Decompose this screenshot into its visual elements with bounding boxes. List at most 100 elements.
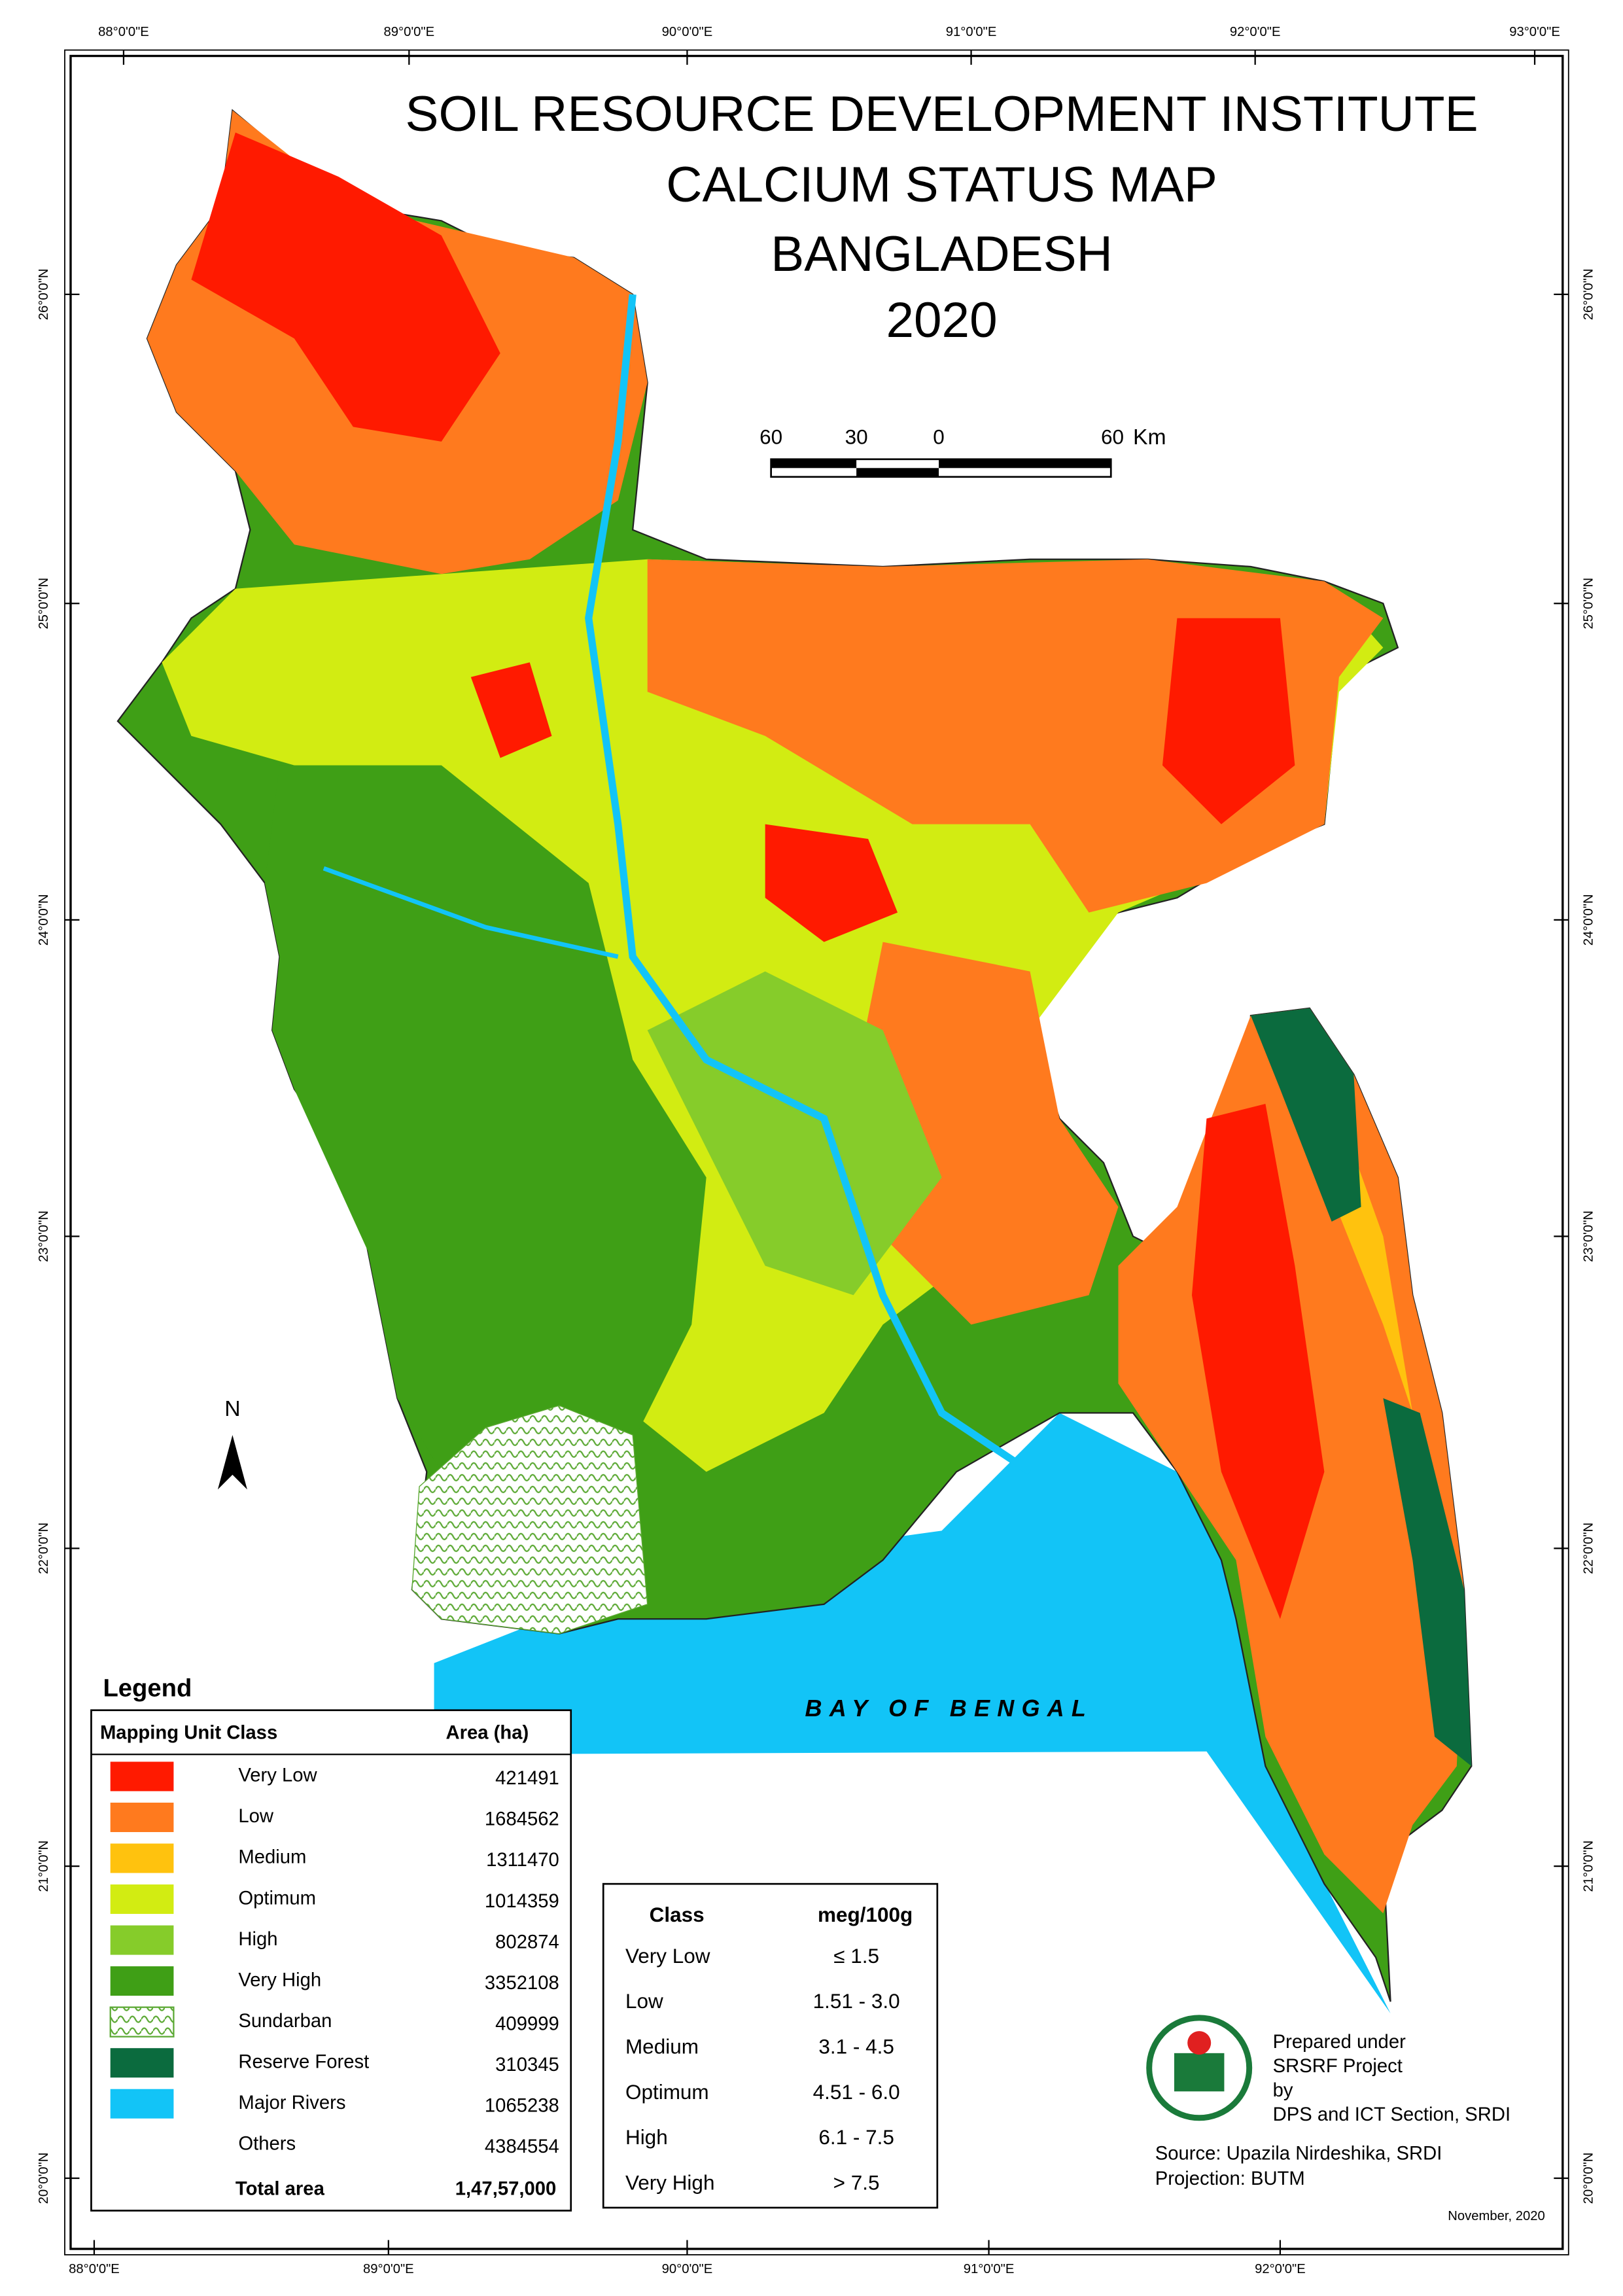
scale-labels: 60 30 0 60 Km bbox=[759, 425, 1166, 450]
legend-swatch bbox=[110, 2048, 174, 2078]
prepared-line: SRSRF Project bbox=[1273, 2056, 1403, 2077]
legend-class: Very High bbox=[238, 1969, 321, 1990]
graticule-labels: 88°0'0"E 89°0'0"E 90°0'0"E 91°0'0"E 92°0'0"E… bbox=[37, 25, 1596, 2276]
zone-low-central bbox=[853, 942, 1119, 1325]
logo-sun bbox=[1187, 2031, 1212, 2055]
class-header: meg/100g bbox=[818, 1903, 913, 1926]
zone-very-low-2 bbox=[765, 824, 898, 942]
latitude-label: 23°0'0"N bbox=[37, 1210, 51, 1262]
credits: Prepared under SRSRF Project by DPS and ICT… bbox=[1155, 2032, 1510, 2189]
scale-label: 30 bbox=[845, 425, 868, 449]
reserve-forest-1 bbox=[1250, 1008, 1361, 1222]
map-frame bbox=[69, 54, 1564, 2250]
prepared-line: DPS and ICT Section, SRDI bbox=[1273, 2104, 1510, 2125]
legend-area: 802874 bbox=[495, 1932, 559, 1952]
legend-header: Area (ha) bbox=[446, 1722, 529, 1743]
scale-bar bbox=[770, 458, 1112, 478]
longitude-label: 88°0'0"E bbox=[69, 2262, 120, 2276]
sundarban bbox=[411, 1405, 648, 1634]
longitude-label: 92°0'0"E bbox=[1230, 25, 1281, 39]
legend-class: Others bbox=[238, 2133, 296, 2154]
latitude-label: 24°0'0"N bbox=[37, 894, 51, 945]
prepared-line: by bbox=[1273, 2080, 1293, 2101]
longitude-label: 91°0'0"E bbox=[946, 25, 997, 39]
zone-very-high bbox=[264, 765, 707, 1472]
legend-area: 409999 bbox=[495, 2013, 559, 2034]
legend-class: Medium bbox=[238, 1847, 306, 1868]
legend-swatch bbox=[109, 2006, 175, 2038]
title-block: SOIL RESOURCE DEVELOPMENT INSTITUTE CALCI… bbox=[406, 86, 1478, 348]
class-range: 4.51 - 6.0 bbox=[813, 2080, 900, 2104]
longitude-label: 89°0'0"E bbox=[383, 25, 434, 39]
longitude-label: 88°0'0"E bbox=[98, 25, 149, 39]
legend-class: High bbox=[238, 1929, 277, 1950]
scale-label: 0 bbox=[933, 425, 945, 449]
longitude-label: 91°0'0"E bbox=[964, 2262, 1015, 2276]
latitude-label: 22°0'0"N bbox=[1582, 1523, 1596, 1574]
latitude-label: 24°0'0"N bbox=[1582, 894, 1596, 945]
title-line: SOIL RESOURCE DEVELOPMENT INSTITUTE bbox=[406, 86, 1478, 142]
total-label: Total area bbox=[236, 2179, 325, 2200]
longitude-label: 93°0'0"E bbox=[1509, 25, 1560, 39]
scale-label: 60 bbox=[759, 425, 782, 449]
class-name: Low bbox=[625, 1989, 663, 2013]
latitude-label: 21°0'0"N bbox=[1582, 1841, 1596, 1892]
bay-of-bengal bbox=[434, 1413, 1391, 2014]
title-line: BANGLADESH bbox=[771, 226, 1113, 282]
class-header: Class bbox=[650, 1903, 705, 1926]
class-name: Medium bbox=[625, 2034, 699, 2058]
north-arrow bbox=[217, 1435, 247, 1490]
legend-area: 310345 bbox=[495, 2055, 559, 2075]
zone-very-low-1 bbox=[470, 662, 552, 758]
legend-area: 1065238 bbox=[485, 2095, 559, 2116]
legend-area: 4384554 bbox=[485, 2136, 559, 2157]
scale-unit: Km bbox=[1133, 425, 1166, 450]
class-range: 3.1 - 4.5 bbox=[818, 2034, 894, 2058]
legend-class: Reserve Forest bbox=[238, 2051, 369, 2072]
latitude-label: 20°0'0"N bbox=[1582, 2153, 1596, 2204]
reserve-forest-2 bbox=[1383, 1398, 1472, 1767]
legend-class: Optimum bbox=[238, 1888, 316, 1909]
legend-class: Low bbox=[238, 1806, 274, 1827]
zone-very-low-north bbox=[191, 132, 500, 442]
class-name: Very Low bbox=[625, 1944, 710, 1968]
legend-class: Very Low bbox=[238, 1765, 317, 1786]
zone-very-low-4 bbox=[1191, 1104, 1325, 1619]
legend-swatch bbox=[110, 1761, 174, 1792]
legend-rows: Very Low 421491 Low 1684562 Medium 1311470 Opt… bbox=[109, 1761, 559, 2157]
zone-high bbox=[647, 971, 942, 1296]
logo-text: SRDI bbox=[1183, 2097, 1215, 2111]
legend-swatch bbox=[110, 1884, 174, 1915]
class-range: ≤ 1.5 bbox=[833, 1944, 879, 1968]
latitude-label: 25°0'0"N bbox=[1582, 578, 1596, 629]
scale-segment bbox=[939, 459, 1111, 468]
longitude-label: 92°0'0"E bbox=[1255, 2262, 1306, 2276]
latitude-label: 25°0'0"N bbox=[37, 578, 51, 629]
longitude-label: 89°0'0"E bbox=[363, 2262, 414, 2276]
legend-header: Mapping Unit Class bbox=[100, 1722, 277, 1743]
class-table-rows: Very Low ≤ 1.5 Low 1.51 - 3.0 Medium 3.1 - 4.… bbox=[625, 1944, 900, 2194]
latitude-label: 20°0'0"N bbox=[37, 2153, 51, 2204]
source-line: Projection: BUTM bbox=[1155, 2168, 1305, 2189]
legend-area: 1311470 bbox=[486, 1850, 559, 1871]
class-name: Very High bbox=[625, 2170, 714, 2194]
legend-area: 421491 bbox=[495, 1768, 559, 1789]
legend-class: Sundarban bbox=[238, 2011, 332, 2032]
logo-body bbox=[1174, 2053, 1225, 2092]
latitude-label: 26°0'0"N bbox=[37, 269, 51, 321]
outer-frame bbox=[64, 49, 1569, 2255]
longitude-label: 90°0'0"E bbox=[662, 25, 713, 39]
legend-class: Major Rivers bbox=[238, 2093, 345, 2113]
class-table-box bbox=[602, 1882, 939, 2209]
latitude-label: 23°0'0"N bbox=[1582, 1210, 1596, 1262]
total-value: 1,47,57,000 bbox=[455, 2179, 556, 2200]
class-range: > 7.5 bbox=[833, 2170, 880, 2194]
prepared-line: Prepared under bbox=[1273, 2032, 1406, 2053]
legend-swatch bbox=[110, 1925, 174, 1955]
latitude-label: 22°0'0"N bbox=[37, 1523, 51, 1574]
legend-swatch bbox=[110, 1843, 174, 1873]
legend-swatch bbox=[110, 2089, 174, 2119]
source-line: Source: Upazila Nirdeshika, SRDI bbox=[1155, 2144, 1442, 2164]
legend-area: 1684562 bbox=[485, 1809, 559, 1830]
